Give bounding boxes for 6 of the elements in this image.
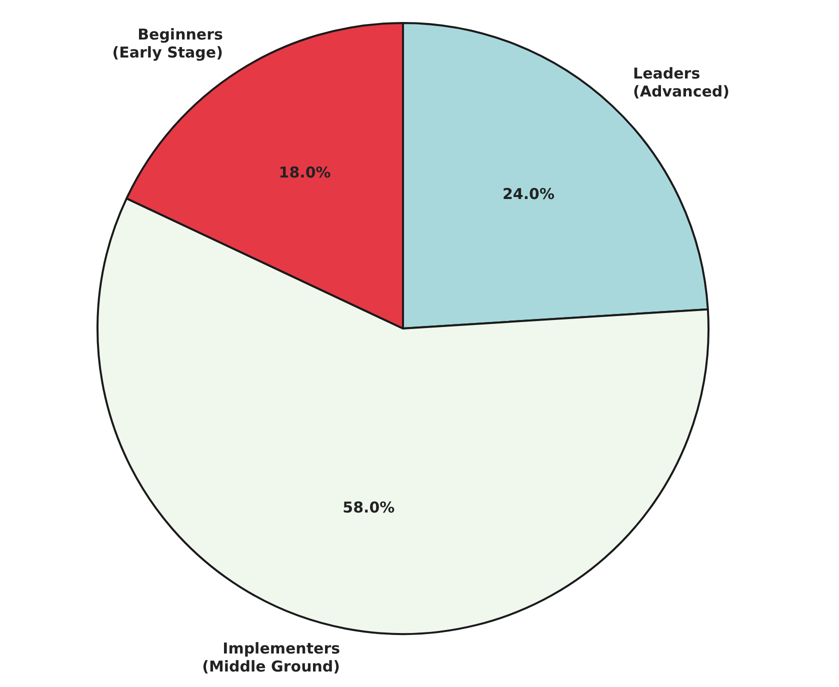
data-label: 18.0%	[278, 164, 331, 182]
slice-label: Beginners (Early Stage)	[112, 26, 224, 62]
slice-label: Implementers (Middle Ground)	[202, 639, 340, 676]
data-label: 58.0%	[342, 498, 395, 516]
data-label: 24.0%	[502, 184, 554, 203]
slice-label: Leaders (Advanced)	[633, 64, 730, 100]
